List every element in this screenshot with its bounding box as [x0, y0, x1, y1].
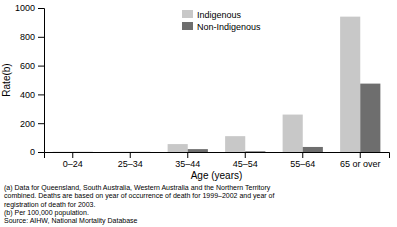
legend-label: Non-Indigenous	[197, 22, 261, 32]
tick-label: 65 or over	[340, 159, 381, 169]
tick-mark	[38, 8, 44, 9]
x-axis: 0–24 25–34 35–44 45–54 55–64 65 or over	[45, 152, 390, 169]
tick-label: 35–44	[175, 159, 200, 169]
tick-mark	[38, 123, 44, 124]
legend: Indigenous Non-Indigenous	[182, 10, 261, 32]
tick-label: 45–54	[233, 159, 258, 169]
tick: 0	[30, 147, 44, 157]
tick-mark	[72, 152, 73, 158]
bars	[53, 17, 381, 152]
tick-mark	[38, 94, 44, 95]
bar	[245, 151, 265, 152]
tick: 400	[20, 90, 44, 100]
tick-label: 25–34	[118, 159, 143, 169]
tick-mark	[187, 152, 188, 158]
footnotes: (a) Data for Queensland, South Australia…	[4, 184, 275, 225]
tick: 0–24	[63, 152, 83, 169]
tick: 25–34	[118, 152, 143, 169]
tick: 45–54	[233, 152, 258, 169]
bar	[303, 147, 323, 152]
tick-mark	[38, 66, 44, 67]
tick-mark	[130, 152, 131, 158]
legend-item: Non-Indigenous	[182, 22, 261, 32]
tick: 200	[20, 119, 44, 129]
tick-mark	[360, 152, 361, 158]
bar	[73, 151, 93, 152]
legend-label: Indigenous	[197, 10, 242, 20]
series	[53, 17, 361, 152]
footnote: registration of death for 2003.	[4, 201, 96, 209]
tick: 55–64	[290, 152, 315, 169]
bar	[225, 136, 245, 152]
bar	[188, 149, 208, 152]
bar	[130, 151, 150, 152]
tick-label: 200	[20, 119, 35, 129]
tick-label: 600	[20, 61, 35, 71]
footnote: (a) Data for Queensland, South Australia…	[4, 184, 271, 192]
y-axis: 0 200 400 600 800 1000	[15, 3, 45, 157]
legend-item: Indigenous	[182, 10, 242, 20]
tick: 35–44	[175, 152, 200, 169]
bar	[110, 151, 130, 152]
bar	[360, 84, 380, 152]
legend-swatch	[182, 22, 193, 30]
tick: 1000	[15, 3, 44, 13]
tick-label: 0–24	[63, 159, 83, 169]
footnote: combined. Deaths are based on year of oc…	[4, 192, 275, 200]
tick-mark	[245, 152, 246, 158]
tick-mark	[38, 152, 44, 153]
tick: 65 or over	[340, 152, 381, 169]
chart: 0 200 400 600 800 1000 0–24 25–34 35–44 45–54 55–6…	[0, 0, 397, 227]
axis-line	[45, 153, 390, 159]
tick-mark	[302, 152, 303, 158]
tick-label: 55–64	[290, 159, 315, 169]
tick: 800	[20, 32, 44, 42]
plot: 0 200 400 600 800 1000 0–24 25–34 35–44 45–54 55–6…	[15, 3, 390, 169]
bar	[283, 115, 303, 152]
tick-mark	[38, 37, 44, 38]
bar	[340, 17, 360, 152]
legend-swatch	[182, 10, 193, 18]
axis-line	[38, 9, 45, 153]
footnote: (b) Per 100,000 population.	[4, 209, 89, 217]
y-axis-title: Rate(b)	[1, 63, 12, 96]
tick-label: 0	[30, 147, 35, 157]
tick-label: 800	[20, 32, 35, 42]
x-axis-title: Age (years)	[191, 170, 243, 181]
tick-label: 1000	[15, 3, 35, 13]
bar	[53, 151, 73, 152]
footnote: Source: AIHW, National Mortality Databas…	[4, 217, 138, 225]
tick: 600	[20, 61, 44, 71]
series	[73, 84, 381, 152]
bar	[168, 144, 188, 152]
tick-label: 400	[20, 90, 35, 100]
